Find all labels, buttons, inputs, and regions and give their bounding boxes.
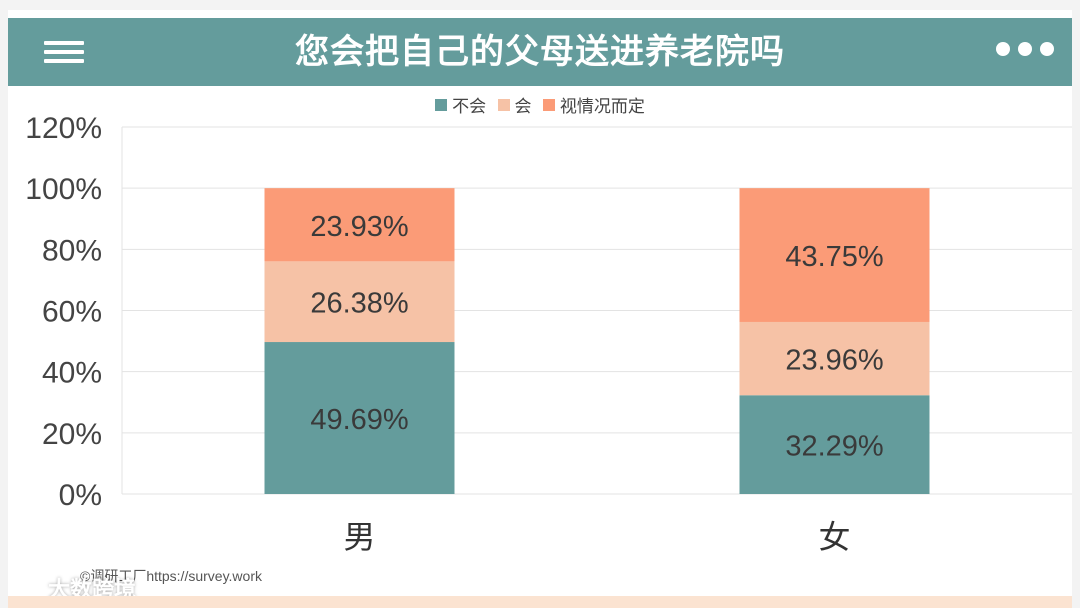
data-label: 23.96% xyxy=(785,345,883,377)
watermark-text: ©调研工厂https://survey.work xyxy=(80,568,262,584)
header-bar: 您会把自己的父母送进养老院吗 xyxy=(8,18,1072,86)
y-tick-label: 60% xyxy=(42,296,102,329)
bar-segment xyxy=(739,321,930,396)
legend-item-no: 不会 xyxy=(435,92,486,117)
data-label: 23.93% xyxy=(310,211,408,243)
bar-segment xyxy=(264,261,455,343)
x-tick-label: 女 xyxy=(818,518,850,556)
y-tick-label: 80% xyxy=(42,234,102,267)
bar-segment xyxy=(264,188,455,262)
legend-label-depends: 视情况而定 xyxy=(559,97,645,117)
more-dots-icon[interactable] xyxy=(996,42,1054,62)
y-tick-label: 0% xyxy=(59,479,102,512)
y-tick-label: 20% xyxy=(42,418,102,451)
x-tick-label: 男 xyxy=(343,518,375,556)
data-label: 49.69% xyxy=(310,404,408,436)
bar-segment xyxy=(739,188,930,322)
legend-item-depends: 视情况而定 xyxy=(542,92,645,117)
bar-segment xyxy=(739,395,930,494)
brand-logo-icon xyxy=(11,578,41,597)
legend-swatch-yes xyxy=(497,98,510,111)
chart-legend: 不会 会 视情况而定 xyxy=(0,92,1080,117)
y-tick-label: 40% xyxy=(42,357,102,390)
page-title: 您会把自己的父母送进养老院吗 xyxy=(295,32,785,72)
bottom-strip xyxy=(8,596,1072,608)
data-label: 32.29% xyxy=(785,431,883,463)
legend-swatch-depends xyxy=(542,98,555,111)
data-label: 26.38% xyxy=(310,288,408,320)
data-label: 43.75% xyxy=(785,241,883,273)
legend-label-yes: 会 xyxy=(514,97,532,117)
hamburger-menu-icon[interactable] xyxy=(44,41,84,65)
bar-segment xyxy=(264,342,455,494)
legend-item-yes: 会 xyxy=(497,92,532,117)
legend-swatch-no xyxy=(435,98,448,111)
y-tick-label: 120% xyxy=(25,112,102,145)
y-tick-label: 100% xyxy=(25,173,102,206)
legend-label-no: 不会 xyxy=(452,97,487,117)
